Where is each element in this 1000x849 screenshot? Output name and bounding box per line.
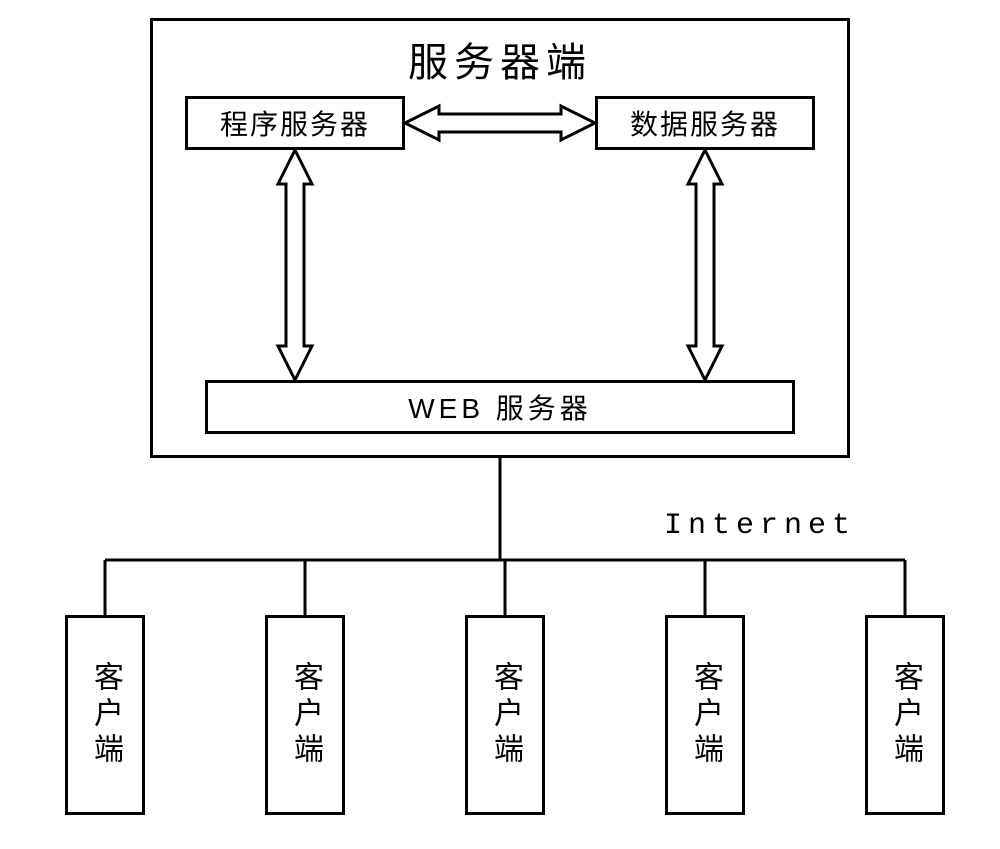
node-client-1: 客户端	[65, 615, 145, 815]
label-data-server: 数据服务器	[630, 103, 780, 143]
node-client-5: 客户端	[865, 615, 945, 815]
label-client-2: 客户端	[283, 661, 327, 769]
label-client-5: 客户端	[883, 661, 927, 769]
label-web-server: WEB 服务器	[408, 387, 592, 427]
node-client-3: 客户端	[465, 615, 545, 815]
node-client-2: 客户端	[265, 615, 345, 815]
node-web-server: WEB 服务器	[205, 380, 795, 434]
label-client-4: 客户端	[683, 661, 727, 769]
label-client-1: 客户端	[83, 661, 127, 769]
node-client-4: 客户端	[665, 615, 745, 815]
diagram-stage: 服务器端 程序服务器 数据服务器 WEB 服务器 客户端 客户端 客户端 客户端…	[0, 0, 1000, 849]
internet-label: Internet	[610, 509, 910, 543]
node-data-server: 数据服务器	[595, 96, 815, 150]
label-app-server: 程序服务器	[220, 103, 370, 143]
label-client-3: 客户端	[483, 661, 527, 769]
node-app-server: 程序服务器	[185, 96, 405, 150]
server-title: 服务器端	[300, 30, 700, 88]
